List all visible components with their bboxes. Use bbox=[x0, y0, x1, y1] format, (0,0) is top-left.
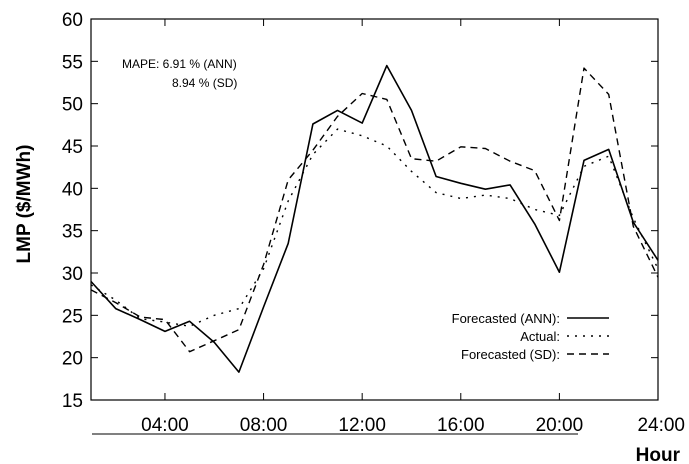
y-tick-label: 40 bbox=[62, 179, 83, 200]
axes: 15 20 25 30 35 40 45 50 55 60 04:00 08:00 12:00 16:00… bbox=[62, 10, 685, 436]
y-tick-label: 15 bbox=[62, 391, 83, 412]
y-tick-label: 50 bbox=[62, 95, 83, 116]
mape-annotation-line-1: MAPE: 6.91 % (ANN) bbox=[122, 57, 237, 71]
legend-label-2: Actual: bbox=[520, 329, 560, 344]
series-line-1 bbox=[90, 64, 659, 373]
plot-frame bbox=[90, 18, 659, 435]
y-tick-label: 30 bbox=[62, 264, 83, 285]
x-tick-label: 16:00 bbox=[437, 415, 485, 436]
legend-label-1: Forecasted (ANN): bbox=[452, 311, 560, 326]
y-tick-label: 35 bbox=[62, 222, 83, 243]
x-axis-title: Hour bbox=[636, 445, 681, 464]
y-tick-label: 60 bbox=[62, 10, 83, 31]
series-line-2 bbox=[90, 128, 659, 327]
mape-annotation-line-2: 8.94 % (SD) bbox=[172, 76, 237, 90]
x-tick-label: 04:00 bbox=[141, 415, 189, 436]
axis-titles: LMP ($/MWh) Hour bbox=[14, 145, 681, 464]
y-tick-label: 45 bbox=[62, 137, 83, 158]
x-tick-label: 12:00 bbox=[338, 415, 386, 436]
y-tick-label: 20 bbox=[62, 349, 83, 370]
legend: Forecasted (ANN): Actual: Forecasted (SD): bbox=[452, 311, 609, 362]
mape-annotation: MAPE: 6.91 % (ANN) 8.94 % (SD) bbox=[122, 57, 237, 90]
y-axis-title: LMP ($/MWh) bbox=[14, 145, 35, 264]
x-tick-label: 20:00 bbox=[536, 415, 584, 436]
y-tick-label: 25 bbox=[62, 306, 83, 327]
x-tick-label: 08:00 bbox=[240, 415, 288, 436]
plot-area-border bbox=[90, 18, 659, 401]
series-layer bbox=[90, 64, 659, 373]
y-tick-label: 55 bbox=[62, 52, 83, 73]
x-tick-label: 24:00 bbox=[637, 415, 685, 436]
series-line-3 bbox=[90, 67, 659, 353]
legend-label-3: Forecasted (SD): bbox=[461, 347, 560, 362]
